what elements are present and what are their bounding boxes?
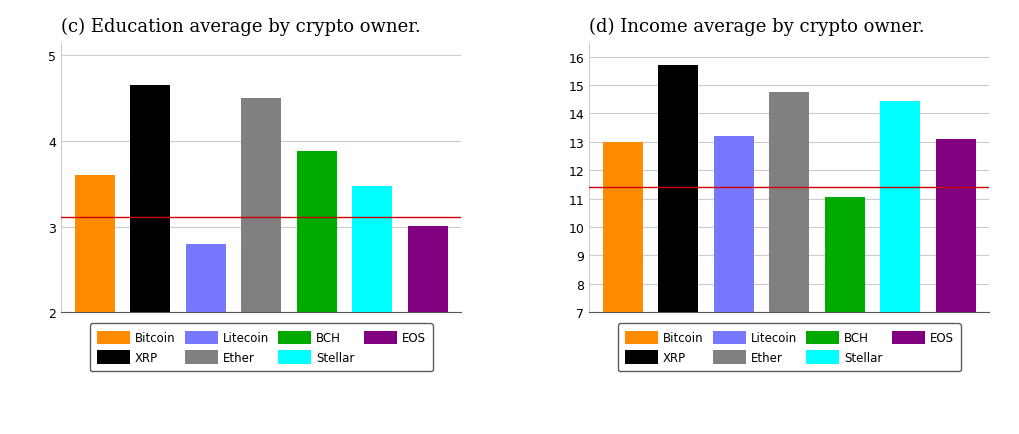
Bar — [242, 99, 281, 434]
Text: (c) Education average by crypto owner.: (c) Education average by crypto owner. — [61, 18, 421, 36]
Bar — [408, 226, 447, 434]
Bar — [824, 198, 864, 434]
Text: (d) Income average by crypto owner.: (d) Income average by crypto owner. — [589, 18, 924, 36]
Bar — [713, 137, 753, 434]
Bar — [297, 152, 336, 434]
Legend: Bitcoin, XRP, Litecoin, Ether, BCH, Stellar, EOS: Bitcoin, XRP, Litecoin, Ether, BCH, Stel… — [618, 324, 960, 371]
Bar — [185, 244, 225, 434]
Bar — [657, 66, 698, 434]
Legend: Bitcoin, XRP, Litecoin, Ether, BCH, Stellar, EOS: Bitcoin, XRP, Litecoin, Ether, BCH, Stel… — [90, 324, 432, 371]
Bar — [352, 187, 392, 434]
Bar — [935, 140, 975, 434]
Bar — [768, 93, 808, 434]
Bar — [130, 86, 170, 434]
Bar — [879, 102, 919, 434]
Bar — [74, 176, 114, 434]
Bar — [602, 142, 642, 434]
